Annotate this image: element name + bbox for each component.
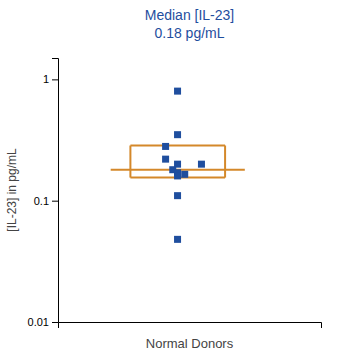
point (198, 161, 205, 168)
point (162, 143, 169, 150)
iqr-left (129, 146, 131, 178)
point (174, 192, 181, 199)
point (174, 88, 181, 95)
x-axis (59, 323, 322, 329)
y-tick-label: 0.1 (34, 195, 49, 207)
q3-line (130, 145, 225, 147)
point (174, 236, 181, 243)
iqr-right (224, 146, 226, 178)
chart: 0.01 0.1 1 Median [IL-23] 0.18 pg/mL Normal D… (0, 0, 337, 360)
x-axis-line (59, 323, 322, 329)
point (162, 156, 169, 163)
points (162, 88, 205, 243)
y-axis-label: [IL-23] in pg/mL (5, 148, 19, 232)
y-tick-mark (52, 79, 58, 80)
point (174, 172, 181, 179)
y-tick-mark (52, 322, 58, 323)
y-tick-label: 0.01 (28, 316, 49, 328)
point (174, 131, 181, 138)
x-axis-label: Normal Donors (146, 336, 234, 351)
y-tick: 1 (43, 73, 58, 85)
point (181, 171, 188, 178)
subtitle: 0.18 pg/mL (154, 25, 224, 41)
marks (111, 88, 245, 243)
plot: 0.01 0.1 1 (28, 59, 322, 329)
y-axis-line (52, 59, 59, 323)
y-tick: 0.01 (28, 316, 58, 328)
y-axis: 0.01 0.1 1 (28, 59, 59, 329)
title: Median [IL-23] (145, 7, 235, 23)
y-tick-label: 1 (43, 73, 49, 85)
y-tick-mark (52, 201, 58, 202)
y-tick: 0.1 (34, 195, 58, 207)
